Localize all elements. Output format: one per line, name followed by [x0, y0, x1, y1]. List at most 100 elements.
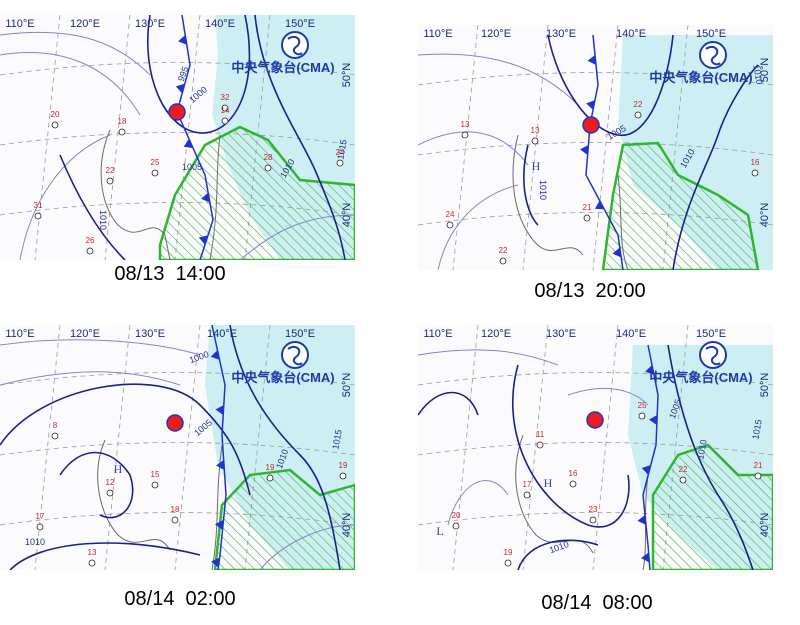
- station-temperature: 17: [36, 512, 45, 521]
- station-temperature: 24: [336, 148, 345, 157]
- longitude-label: 120°E: [70, 18, 100, 30]
- station-temperature: 22: [106, 166, 115, 175]
- station-temperature: 20: [452, 511, 461, 520]
- pressure-center-label: H: [532, 159, 541, 173]
- longitude-label: 150°E: [285, 18, 315, 30]
- station-temperature: 25: [638, 401, 647, 410]
- longitude-label: 130°E: [135, 18, 165, 30]
- station-symbol: [88, 559, 96, 567]
- longitude-label: 150°E: [285, 328, 315, 340]
- isobar-bold: [59, 451, 134, 519]
- longitude-label: 140°E: [616, 328, 646, 340]
- station-temperature: 18: [118, 117, 127, 126]
- longitude-label: 140°E: [207, 328, 237, 340]
- station-temperature: 22: [634, 100, 643, 109]
- cold-front-tooth: [586, 100, 595, 110]
- map-panel: 中央气象台(CMA) 110°E 120°E 130°E 140°E 150°E 50°N 4…: [418, 325, 773, 570]
- station-temperature: 32: [221, 93, 230, 102]
- longitude-label: 120°E: [481, 328, 511, 340]
- logo-text: 中央气象台(CMA): [649, 370, 752, 385]
- station-symbol: [51, 432, 59, 440]
- isobar-label: 1010: [98, 210, 108, 230]
- parallel: [418, 372, 773, 386]
- map-body: 中央气象台(CMA) 110°E 120°E 130°E 140°E 150°E 50°N 4…: [0, 325, 355, 570]
- longitude-label: 120°E: [481, 28, 511, 40]
- isobar-bold: [672, 64, 759, 270]
- isobar-thin: [418, 53, 579, 106]
- timestamp-caption: 08/14 02:00: [124, 588, 235, 610]
- longitude-label: 140°E: [205, 18, 235, 30]
- latitude-label: 50°N: [759, 58, 771, 83]
- logo-emblem: [699, 41, 727, 69]
- longitude-label: 130°E: [546, 328, 576, 340]
- longitude-label: 150°E: [696, 328, 726, 340]
- pressure-center-label: H: [544, 476, 553, 490]
- typhoon-center: [166, 414, 184, 432]
- station-temperature: 28: [264, 153, 273, 162]
- isobar-label: 995: [176, 65, 191, 83]
- isobar-thin: [0, 52, 141, 116]
- station-symbol: [523, 491, 531, 499]
- station-symbol: [634, 111, 642, 119]
- cold-front-tooth: [649, 415, 658, 425]
- isobar-thin: [567, 387, 649, 406]
- station-symbol: [679, 476, 687, 484]
- station-temperature: 11: [536, 430, 545, 439]
- station-symbol: [36, 523, 44, 531]
- station-temperature: 23: [589, 505, 598, 514]
- isobar-bold: [512, 364, 630, 528]
- cold-front-tooth: [594, 200, 605, 210]
- longitude-label: 150°E: [696, 28, 726, 40]
- station-symbol: [171, 516, 179, 524]
- isobar-thin: [0, 371, 181, 386]
- isobar-thin: [418, 349, 559, 366]
- rain-area: [158, 125, 355, 260]
- longitude-label: 110°E: [423, 28, 452, 40]
- isobar-label: 1010: [25, 537, 45, 547]
- station-symbol: [754, 472, 762, 480]
- map-panel: 中央气象台(CMA) 110°E 120°E 130°E 140°E 150°E 50°N 4…: [0, 15, 355, 260]
- coastline: [97, 439, 223, 570]
- isobar-thin: [0, 339, 201, 356]
- cold-front-tooth: [641, 552, 650, 563]
- station-symbol: [751, 169, 759, 177]
- cold-front: [585, 34, 624, 270]
- station-temperature: 26: [86, 236, 95, 245]
- logo-emblem: [281, 31, 309, 59]
- longitude-label: 130°E: [135, 328, 165, 340]
- latitude-label: 50°N: [759, 373, 771, 398]
- station-temperature: 18: [171, 505, 180, 514]
- station-temperature: 16: [751, 158, 760, 167]
- station-symbol: [504, 559, 512, 567]
- isobar-label: 1015: [330, 429, 343, 450]
- station-temperature: 19: [504, 548, 513, 557]
- station-temperature: 15: [151, 470, 160, 479]
- cold-front-tooth: [587, 55, 596, 65]
- station-temperature: 12: [106, 478, 115, 487]
- map-panel: 中央气象台(CMA) 110°E 120°E 130°E 140°E 150°E 50°N 4…: [0, 325, 355, 570]
- longitude-label: 140°E: [616, 28, 646, 40]
- station-temperature: 25: [151, 158, 160, 167]
- longitude-label: 110°E: [5, 18, 34, 30]
- cold-front-tooth: [183, 138, 194, 149]
- latitude-label: 50°N: [341, 63, 353, 88]
- isobar-label: 1010: [538, 180, 548, 200]
- station-symbol: [106, 177, 114, 185]
- parallel: [0, 132, 355, 146]
- parallel: [0, 442, 355, 456]
- station-temperature: 21: [754, 461, 763, 470]
- logo-text: 中央气象台(CMA): [649, 70, 752, 85]
- isobar-bold: [0, 383, 251, 496]
- station-temperature: 22: [499, 246, 508, 255]
- latitude-label: 40°N: [759, 203, 771, 228]
- map-panel: 中央气象台(CMA) 110°E 120°E 130°E 140°E 150°E 50°N 4…: [418, 25, 773, 270]
- station-symbol: [336, 159, 344, 167]
- rain-area: [651, 443, 773, 570]
- typhoon-center: [582, 116, 600, 134]
- cold-front-tooth: [637, 515, 646, 525]
- station-symbol: [34, 212, 42, 220]
- station-symbol: [589, 516, 597, 524]
- isobar-label: 1015: [750, 419, 763, 440]
- station-symbol: [536, 441, 544, 449]
